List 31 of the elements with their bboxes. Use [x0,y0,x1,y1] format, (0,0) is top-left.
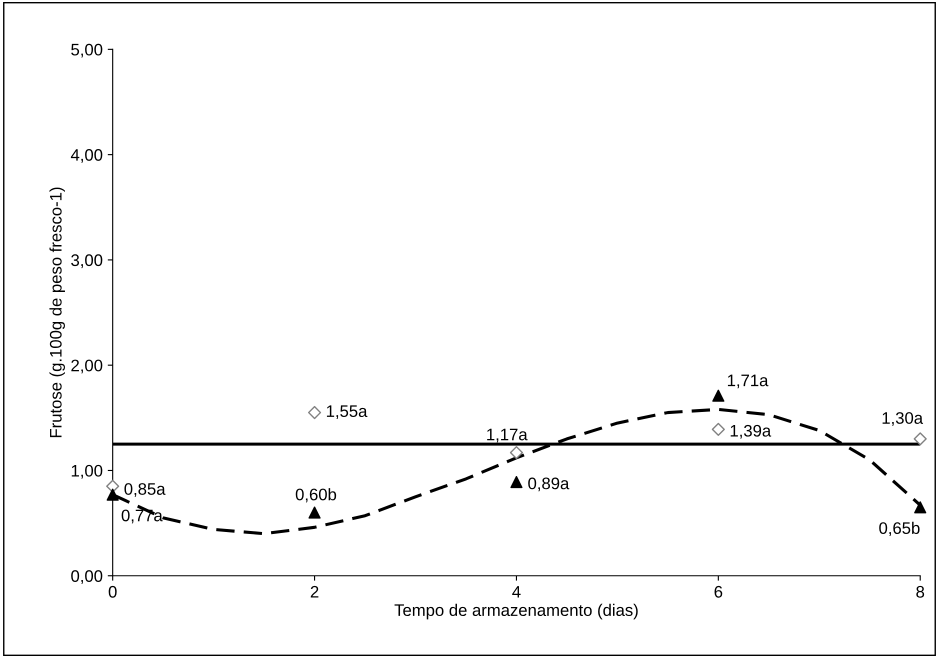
x-tick-label: 0 [108,586,117,598]
y-tick-label: 1,00 [72,464,102,479]
data-label: 1,55a [326,405,368,420]
y-tick-label: 0,00 [71,570,102,584]
point [914,501,926,514]
data-label: 1,71a [728,374,768,388]
y-tick-label: 2,00 [71,360,102,374]
y-axis-title: Frutose (g.100g de peso fresco-1) [49,188,65,438]
x-tick-label: 8 [916,586,924,598]
data-label: 0,60b [296,488,336,502]
x-axis-title: Tempo de armazenamento (dias) [394,604,638,620]
point [914,432,927,446]
point [510,446,524,460]
point [712,422,725,436]
data-label: 0,65b [879,522,920,536]
y-tick-label: 5,00 [71,44,102,58]
y-tick-label: 4,00 [70,149,102,163]
x-tick-label: 4 [512,586,521,598]
data-label: 0,89a [528,478,570,492]
point [510,476,523,488]
point [308,506,321,519]
data-label: 1,39a [730,424,772,439]
data-label: 0,85a [124,483,166,497]
point [308,406,322,420]
x-tick-label: 6 [714,586,722,598]
x-tick-label: 2 [310,586,318,598]
point [712,390,724,402]
data-label: 1,17a [487,428,528,442]
data-label: 1,30a [882,412,924,426]
y-tick-label: 3,00 [71,254,102,268]
point [106,488,119,501]
